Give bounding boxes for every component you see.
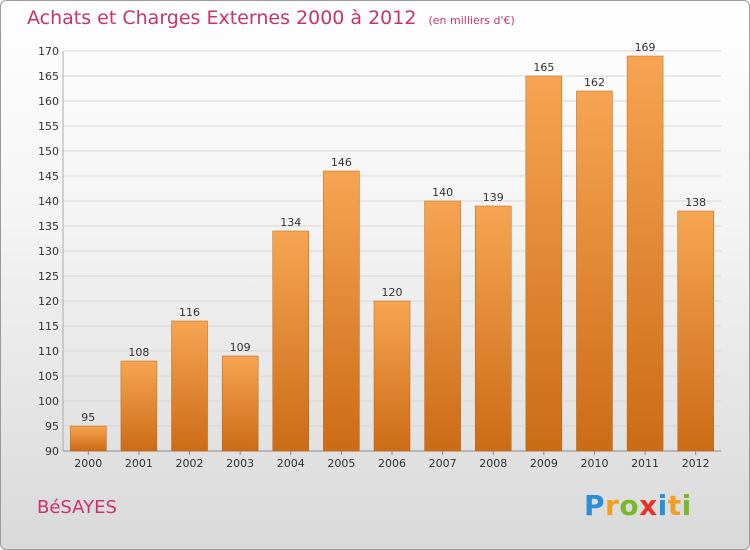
chart-title-text: Achats et Charges Externes 2000 à 2012 xyxy=(27,7,417,29)
data-label: 146 xyxy=(331,156,352,169)
x-tick-label: 2007 xyxy=(429,457,457,470)
x-tick-label: 2010 xyxy=(580,457,608,470)
x-tick-label: 2009 xyxy=(530,457,558,470)
logo-letter: i xyxy=(657,489,668,522)
bar[interactable] xyxy=(70,425,107,452)
data-label: 138 xyxy=(685,196,706,209)
bars: 95 108 116 109 134 146 120 140 139 165 162 169 138 xyxy=(70,41,714,452)
data-label: 120 xyxy=(382,286,403,299)
y-tick-label: 90 xyxy=(45,445,59,458)
y-tick-label: 120 xyxy=(38,295,59,308)
y-tick-label: 170 xyxy=(38,45,59,58)
chart-subtitle: (en milliers d'€) xyxy=(428,14,515,27)
x-tick-label: 2004 xyxy=(277,457,305,470)
logo-letter: P xyxy=(584,489,606,522)
y-tick-label: 125 xyxy=(38,270,59,283)
x-tick-label: 2003 xyxy=(226,457,254,470)
bar[interactable] xyxy=(373,300,411,452)
logo-letter: i xyxy=(681,489,692,522)
data-label: 140 xyxy=(432,186,453,199)
logo-letter: x xyxy=(639,489,658,522)
bar[interactable] xyxy=(120,360,158,452)
bar[interactable] xyxy=(272,230,310,452)
bar[interactable] xyxy=(626,55,664,452)
y-tick-label: 115 xyxy=(38,320,59,333)
x-tick-label: 2002 xyxy=(176,457,204,470)
bar[interactable] xyxy=(576,90,613,452)
y-tick-label: 100 xyxy=(38,395,59,408)
y-tick-label: 140 xyxy=(38,195,59,208)
bar[interactable] xyxy=(474,205,512,452)
bar[interactable] xyxy=(677,210,714,452)
data-label: 162 xyxy=(584,76,605,89)
y-tick-label: 145 xyxy=(38,170,59,183)
y-tick-label: 105 xyxy=(38,370,59,383)
data-label: 95 xyxy=(81,411,95,424)
chart-title: Achats et Charges Externes 2000 à 2012 (… xyxy=(27,7,515,29)
y-tick-label: 160 xyxy=(38,95,59,108)
x-tick-label: 2008 xyxy=(479,457,507,470)
y-tick-label: 155 xyxy=(38,120,59,133)
y-tick-label: 95 xyxy=(45,420,59,433)
data-label: 165 xyxy=(533,61,554,74)
bar[interactable] xyxy=(424,200,461,452)
logo-letter: o xyxy=(619,489,640,522)
x-tick-label: 2011 xyxy=(631,457,659,470)
bar[interactable] xyxy=(171,320,208,452)
logo-letter: r xyxy=(605,489,620,522)
bar[interactable] xyxy=(525,75,563,452)
y-tick-label: 110 xyxy=(38,345,59,358)
logo-letter: t xyxy=(667,489,682,522)
bar[interactable] xyxy=(221,355,259,452)
x-tick-label: 2006 xyxy=(378,457,406,470)
x-tick-label: 2005 xyxy=(327,457,355,470)
x-tick-label: 2000 xyxy=(74,457,102,470)
proxiti-logo[interactable]: Proxiti xyxy=(584,489,692,522)
data-label: 108 xyxy=(128,346,149,359)
x-axis: 2000 2001 2002 2003 2004 2005 2006 2007 2008 2009… xyxy=(74,451,710,470)
commune-name: BéSAYES xyxy=(37,497,117,518)
y-tick-label: 130 xyxy=(38,245,59,258)
y-tick-label: 135 xyxy=(38,220,59,233)
x-tick-label: 2001 xyxy=(125,457,153,470)
data-label: 139 xyxy=(483,191,504,204)
bar[interactable] xyxy=(323,170,360,452)
x-tick-label: 2012 xyxy=(682,457,710,470)
y-tick-label: 165 xyxy=(38,70,59,83)
y-tick-label: 150 xyxy=(38,145,59,158)
data-label: 134 xyxy=(280,216,301,229)
data-label: 109 xyxy=(230,341,251,354)
data-label: 169 xyxy=(635,41,656,54)
data-label: 116 xyxy=(179,306,200,319)
